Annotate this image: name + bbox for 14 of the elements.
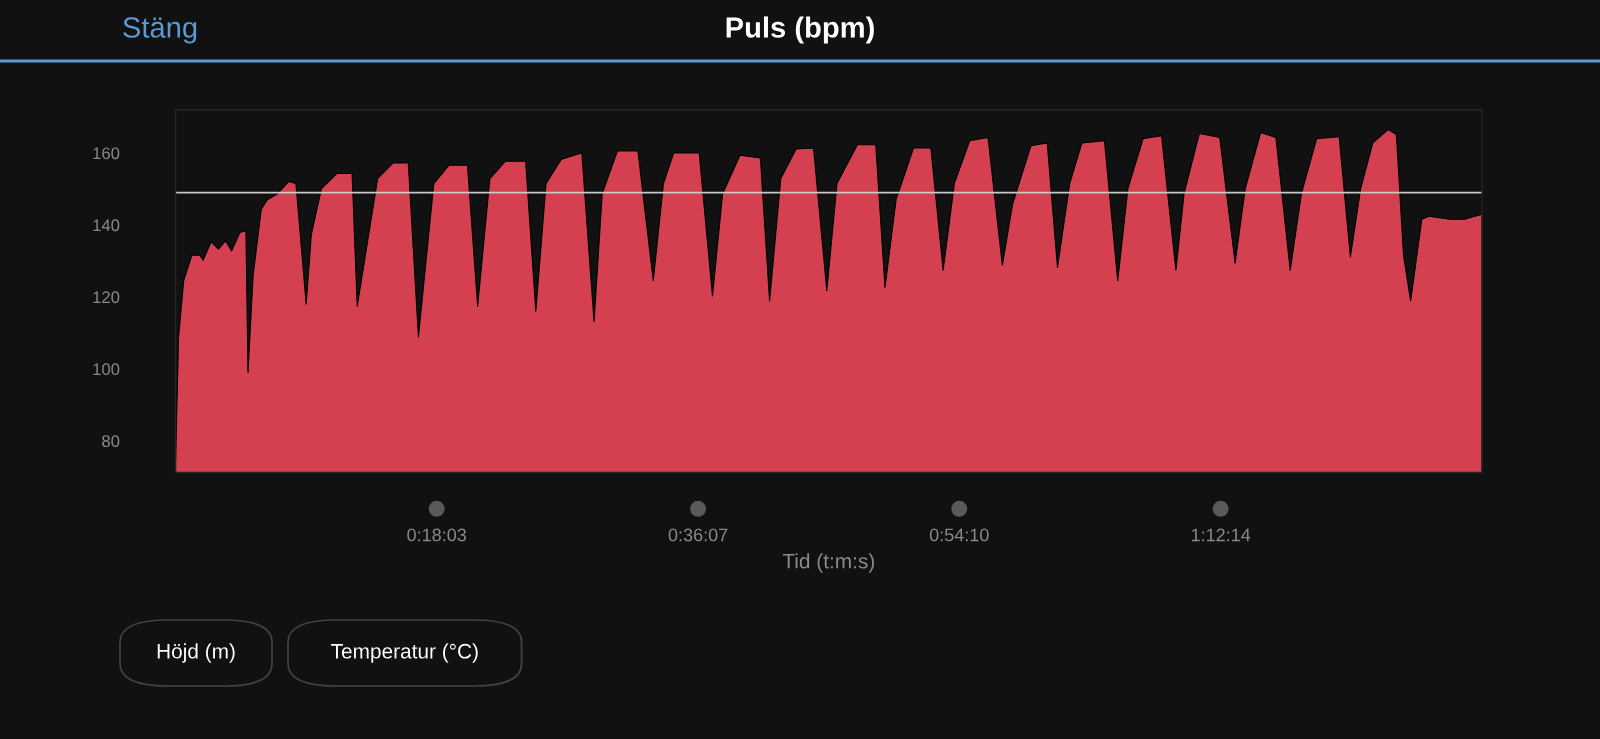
x-tick-label: 0:36:07 — [668, 528, 728, 542]
x-tick-label: 0:18:03 — [407, 528, 467, 542]
y-tick-label: 140 — [93, 219, 120, 232]
text: Stäng — [123, 17, 197, 44]
y-tick-label: 160 — [93, 147, 120, 160]
y-tick-label: 120 — [93, 291, 120, 304]
x-axis-title: Tid (t:m:s) — [782, 553, 874, 573]
text: Temperatur (°C) — [331, 643, 478, 663]
x-tick-label: 0:54:10 — [929, 528, 989, 542]
y-tick-label: 80 — [102, 435, 120, 448]
y-tick-label: 100 — [93, 363, 120, 376]
text: Höjd (m) — [157, 643, 235, 663]
chart-title: Puls (bpm) — [726, 16, 874, 44]
x-tick-label: 1:12:14 — [1191, 528, 1251, 542]
